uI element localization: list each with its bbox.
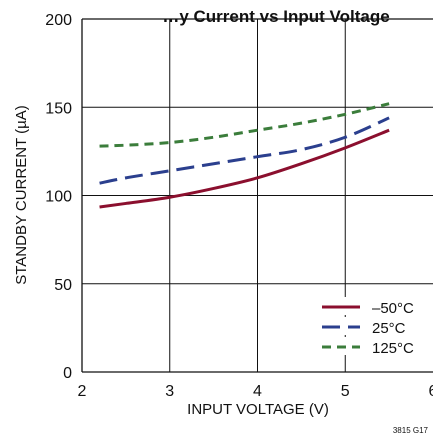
y-tick-label: 150 xyxy=(45,100,72,117)
x-axis-label: INPUT VOLTAGE (V) xyxy=(187,401,329,418)
figure-id: 3815 G17 xyxy=(393,426,429,435)
y-tick-label: 100 xyxy=(45,189,72,206)
tick-labels: 2 3 4 5 6 0 50 100 150 200 xyxy=(45,12,433,400)
x-tick-label: 2 xyxy=(78,383,87,400)
y-tick-label: 200 xyxy=(45,12,72,29)
series-line-0 xyxy=(99,128,390,209)
x-tick-label: 6 xyxy=(429,383,433,400)
legend-bg-0 xyxy=(316,297,418,315)
x-tick-label: 5 xyxy=(341,383,350,400)
y-tick-label: 50 xyxy=(54,277,72,294)
series-layer xyxy=(99,102,390,209)
x-tick-label: 4 xyxy=(253,383,262,400)
y-axis-label: STANDBY CURRENT (µA) xyxy=(13,105,30,285)
chart-title: …y Current vs Input Voltage xyxy=(162,7,389,26)
series-line-2 xyxy=(99,102,390,148)
legend: –50°C 25°C 125°C xyxy=(316,297,418,357)
legend-bg-1 xyxy=(316,317,418,335)
grid xyxy=(81,18,433,373)
legend-bg-2 xyxy=(316,337,418,355)
legend-label-1: 25°C xyxy=(372,320,406,337)
x-tick-label: 3 xyxy=(165,383,174,400)
series-line-1 xyxy=(99,116,390,185)
y-tick-label: 0 xyxy=(63,365,72,382)
legend-label-2: 125°C xyxy=(372,340,414,357)
legend-label-0: –50°C xyxy=(372,300,414,317)
